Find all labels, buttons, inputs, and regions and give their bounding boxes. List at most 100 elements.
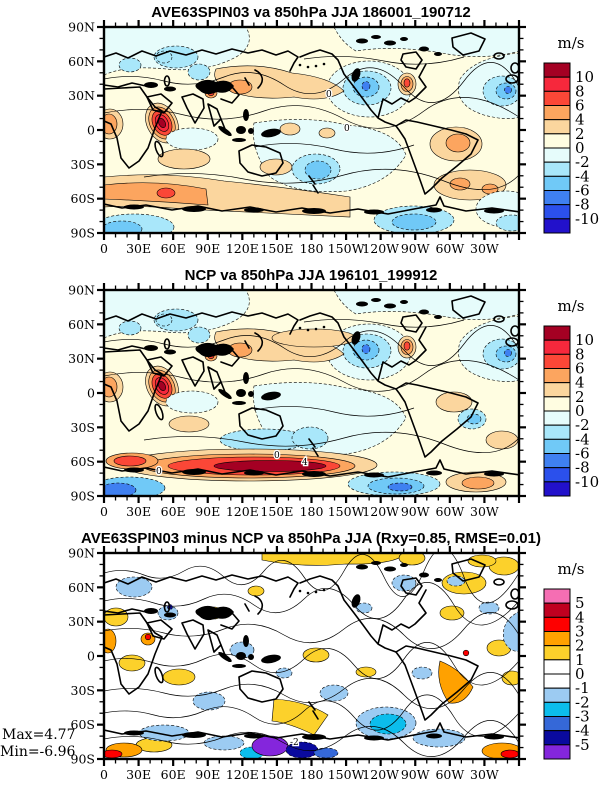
colorbar-cell bbox=[543, 76, 571, 92]
lat-label: 30N bbox=[68, 614, 95, 629]
lon-label: 60W bbox=[435, 767, 464, 782]
colorbar-label: 0 bbox=[575, 665, 585, 683]
lon-label: 30E bbox=[126, 241, 151, 256]
colorbar-cell bbox=[543, 631, 571, 647]
colorbar-label: 4 bbox=[575, 374, 585, 392]
colorbar-cell bbox=[543, 105, 571, 121]
colorbar-label: 0 bbox=[575, 139, 585, 157]
colorbar-label: -4 bbox=[575, 430, 590, 448]
lon-label: 120W bbox=[362, 767, 399, 782]
lat-label: 60S bbox=[71, 717, 95, 732]
colorbar-cell bbox=[543, 396, 571, 412]
lon-label: 30E bbox=[126, 767, 151, 782]
lon-label: 90E bbox=[195, 241, 220, 256]
colorbar-cell bbox=[543, 616, 571, 633]
colorbar-label: -10 bbox=[575, 473, 599, 491]
contour-blob bbox=[271, 328, 357, 348]
colorbar-label: 2 bbox=[575, 388, 585, 406]
colorbar-cell bbox=[543, 147, 571, 163]
lon-label: 150W bbox=[328, 767, 365, 782]
max-annotation: Max=4.77 bbox=[2, 727, 75, 743]
colorbar-cell bbox=[543, 424, 571, 440]
colorbar-cell bbox=[543, 730, 571, 746]
colorbar-cell bbox=[543, 204, 571, 220]
lat-label: 0 bbox=[87, 386, 95, 401]
lat-label: 30S bbox=[71, 683, 95, 698]
lon-label: 30W bbox=[470, 504, 499, 519]
lon-label: 90E bbox=[195, 767, 220, 782]
lat-label: 90S bbox=[71, 226, 95, 241]
colorbar-cell bbox=[543, 161, 571, 177]
lat-label: 60N bbox=[68, 317, 95, 332]
map-border bbox=[102, 551, 521, 761]
colorbar-label: -2 bbox=[575, 153, 590, 171]
map-border bbox=[102, 25, 521, 235]
colorbar-cell bbox=[543, 382, 571, 398]
colorbar-label: -4 bbox=[575, 722, 590, 740]
lat-label: 60S bbox=[71, 191, 95, 206]
panel-difference: AVE63SPIN03 minus NCP va 850hPa JJA (Rxy… bbox=[0, 526, 605, 789]
colorbar-cell bbox=[543, 325, 571, 341]
colorbar-cell bbox=[543, 62, 571, 78]
colorbar-label: -6 bbox=[575, 182, 590, 200]
colorbar-label: -2 bbox=[575, 693, 590, 711]
lat-label: 0 bbox=[87, 123, 95, 138]
lat-label: 30S bbox=[71, 420, 95, 435]
lat-label: 90N bbox=[68, 20, 95, 35]
colorbar-units: m/s bbox=[558, 34, 585, 52]
colorbar-cell bbox=[543, 339, 571, 355]
lon-label: 180 bbox=[300, 767, 324, 782]
colorbar-cell bbox=[543, 453, 571, 469]
colorbar-cell bbox=[543, 218, 571, 234]
colorbar-cell bbox=[543, 90, 571, 107]
lat-label: 30N bbox=[68, 351, 95, 366]
lon-label: 150W bbox=[328, 504, 365, 519]
colorbar-cell bbox=[543, 175, 571, 191]
colorbar-cell bbox=[543, 659, 571, 675]
colorbar-label: 8 bbox=[575, 82, 585, 100]
contour-label: 0 bbox=[326, 90, 332, 100]
lon-label: 30E bbox=[126, 504, 151, 519]
panel-title: AVE63SPIN03 va 850hPa JJA 186001_190712 bbox=[151, 4, 470, 21]
lon-label: 180 bbox=[300, 504, 324, 519]
colorbar-units: m/s bbox=[558, 560, 585, 578]
lon-label: 60E bbox=[161, 767, 186, 782]
lon-label: 90W bbox=[401, 504, 430, 519]
colorbar-label: 8 bbox=[575, 345, 585, 363]
colorbar-cell bbox=[543, 438, 571, 454]
panel-title: AVE63SPIN03 minus NCP va 850hPa JJA (Rxy… bbox=[81, 530, 541, 547]
lat-label: 90S bbox=[71, 489, 95, 504]
contour-label: 0 bbox=[274, 451, 280, 461]
colorbar-cell bbox=[543, 602, 571, 618]
colorbar-cell bbox=[543, 467, 571, 483]
colorbar-label: -5 bbox=[575, 736, 590, 754]
lon-label: 150E bbox=[260, 767, 293, 782]
lat-label: 90N bbox=[68, 283, 95, 298]
lon-label: 60W bbox=[435, 241, 464, 256]
lon-label: 180 bbox=[300, 241, 324, 256]
map-figure-difference: AVE63SPIN03 minus NCP va 850hPa JJA (Rxy… bbox=[0, 530, 590, 782]
lon-label: 0 bbox=[100, 767, 108, 782]
min-annotation: Min=-6.96 bbox=[0, 744, 76, 760]
lon-label: 60E bbox=[161, 504, 186, 519]
colorbar-label: 1 bbox=[575, 651, 585, 669]
colorbar-cell bbox=[543, 353, 571, 370]
colorbar-label: 0 bbox=[575, 402, 585, 420]
colorbar-cell bbox=[543, 133, 571, 149]
lon-label: 150E bbox=[260, 504, 293, 519]
colorbar-cell bbox=[543, 673, 571, 689]
colorbar-label: 10 bbox=[575, 331, 594, 349]
lon-label: 60E bbox=[161, 241, 186, 256]
colorbar-label: 6 bbox=[575, 360, 585, 378]
lon-label: 120E bbox=[226, 504, 259, 519]
lon-label: 0 bbox=[100, 241, 108, 256]
panel-title: NCP va 850hPa JJA 196101_199912 bbox=[185, 267, 438, 284]
colorbar-label: -2 bbox=[575, 416, 590, 434]
lon-label: 0 bbox=[100, 504, 108, 519]
colorbar-cell bbox=[543, 687, 571, 703]
colorbar-label: 5 bbox=[575, 594, 585, 612]
lon-label: 90W bbox=[401, 241, 430, 256]
